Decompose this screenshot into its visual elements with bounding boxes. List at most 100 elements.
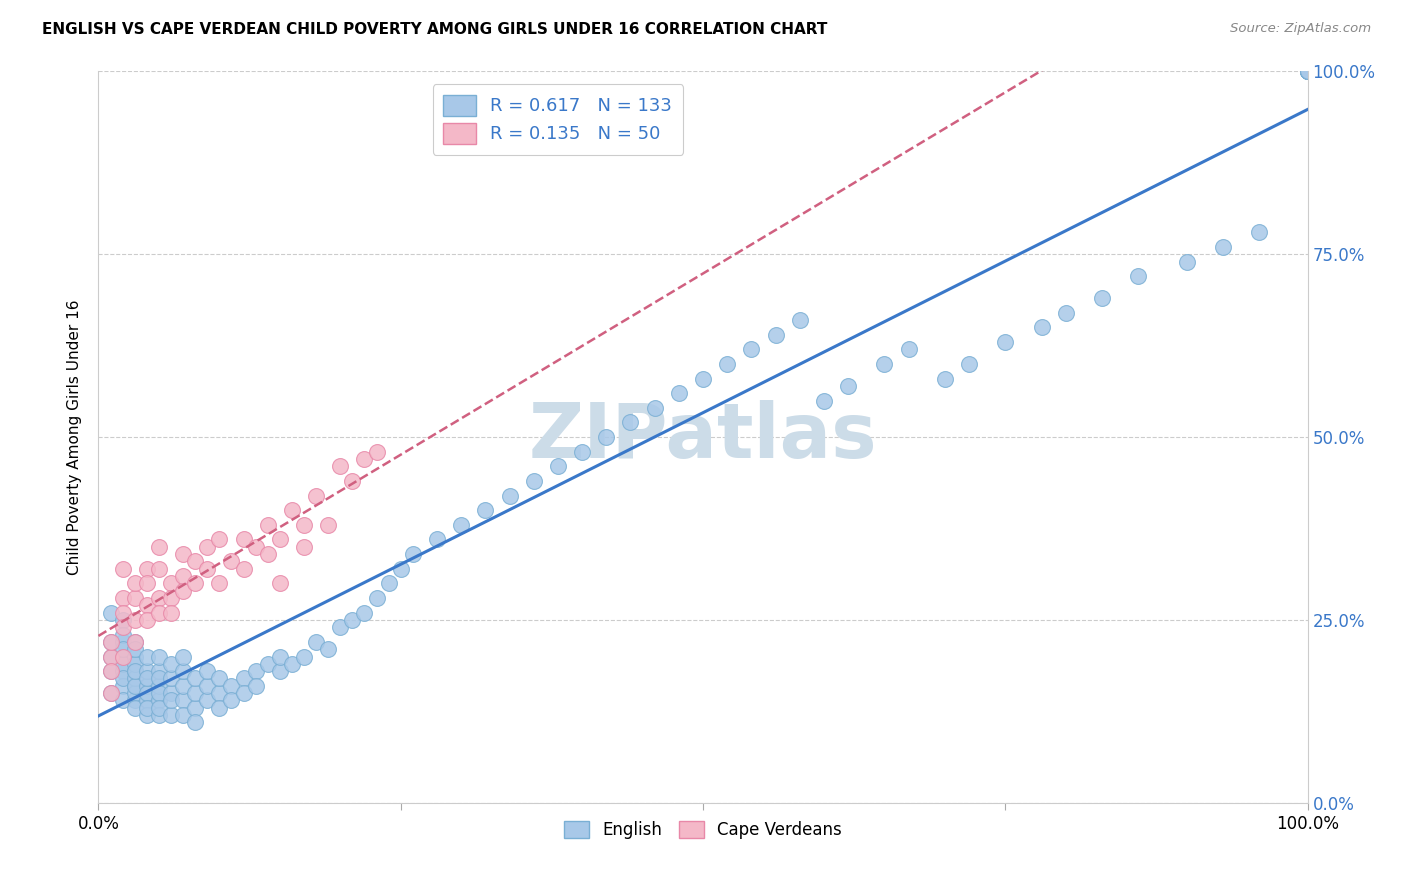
Point [111, 627, 134, 641]
Point [124, 649, 146, 664]
Point [245, 679, 267, 693]
Point [305, 489, 328, 503]
Point [184, 715, 207, 730]
Point [692, 371, 714, 385]
Point [1296, 64, 1319, 78]
Point [111, 649, 134, 664]
Point [184, 672, 207, 686]
Point [897, 343, 920, 357]
Point [100, 664, 122, 678]
Point [292, 540, 315, 554]
Point [135, 562, 157, 576]
Point [111, 672, 134, 686]
Point [994, 334, 1017, 349]
Point [232, 562, 254, 576]
Point [184, 554, 207, 568]
Point [148, 679, 170, 693]
Point [668, 386, 690, 401]
Point [111, 635, 134, 649]
Point [256, 517, 278, 532]
Point [498, 489, 520, 503]
Point [124, 693, 146, 707]
Point [474, 503, 496, 517]
Point [135, 613, 157, 627]
Point [195, 562, 218, 576]
Point [124, 672, 146, 686]
Point [256, 657, 278, 671]
Point [1054, 306, 1077, 320]
Point [135, 700, 157, 714]
Point [111, 562, 134, 576]
Point [1296, 64, 1319, 78]
Point [195, 693, 218, 707]
Point [148, 708, 170, 723]
Point [124, 613, 146, 627]
Point [221, 554, 243, 568]
Point [148, 562, 170, 576]
Point [245, 540, 267, 554]
Point [111, 613, 134, 627]
Point [329, 620, 352, 634]
Point [124, 664, 146, 678]
Point [172, 708, 194, 723]
Point [1296, 64, 1319, 78]
Point [124, 576, 146, 591]
Point [172, 664, 194, 678]
Point [148, 606, 170, 620]
Point [342, 474, 364, 488]
Point [1031, 320, 1053, 334]
Point [160, 591, 183, 605]
Text: ZIPatlas: ZIPatlas [529, 401, 877, 474]
Point [135, 693, 157, 707]
Point [124, 635, 146, 649]
Point [172, 649, 194, 664]
Point [1091, 291, 1114, 305]
Point [1296, 64, 1319, 78]
Point [232, 533, 254, 547]
Point [160, 576, 183, 591]
Point [269, 576, 291, 591]
Point [160, 686, 183, 700]
Point [100, 635, 122, 649]
Point [292, 649, 315, 664]
Point [1249, 225, 1271, 239]
Point [111, 642, 134, 657]
Point [316, 517, 339, 532]
Point [1296, 64, 1319, 78]
Point [329, 459, 352, 474]
Point [1296, 64, 1319, 78]
Point [1296, 64, 1319, 78]
Point [124, 679, 146, 693]
Point [111, 693, 134, 707]
Point [135, 672, 157, 686]
Point [100, 649, 122, 664]
Point [619, 416, 641, 430]
Point [148, 649, 170, 664]
Point [232, 686, 254, 700]
Point [148, 693, 170, 707]
Point [195, 664, 218, 678]
Point [1296, 64, 1319, 78]
Point [1296, 64, 1319, 78]
Point [184, 686, 207, 700]
Point [934, 371, 956, 385]
Point [100, 664, 122, 678]
Point [316, 642, 339, 657]
Point [716, 357, 738, 371]
Point [172, 693, 194, 707]
Point [269, 649, 291, 664]
Point [124, 664, 146, 678]
Point [135, 708, 157, 723]
Point [160, 672, 183, 686]
Point [1296, 64, 1319, 78]
Point [172, 679, 194, 693]
Y-axis label: Child Poverty Among Girls Under 16: Child Poverty Among Girls Under 16 [67, 300, 83, 574]
Point [402, 547, 425, 561]
Point [366, 444, 388, 458]
Point [256, 547, 278, 561]
Point [1296, 64, 1319, 78]
Point [450, 517, 472, 532]
Point [148, 672, 170, 686]
Point [1296, 64, 1319, 78]
Legend: English, Cape Verdeans: English, Cape Verdeans [557, 814, 849, 846]
